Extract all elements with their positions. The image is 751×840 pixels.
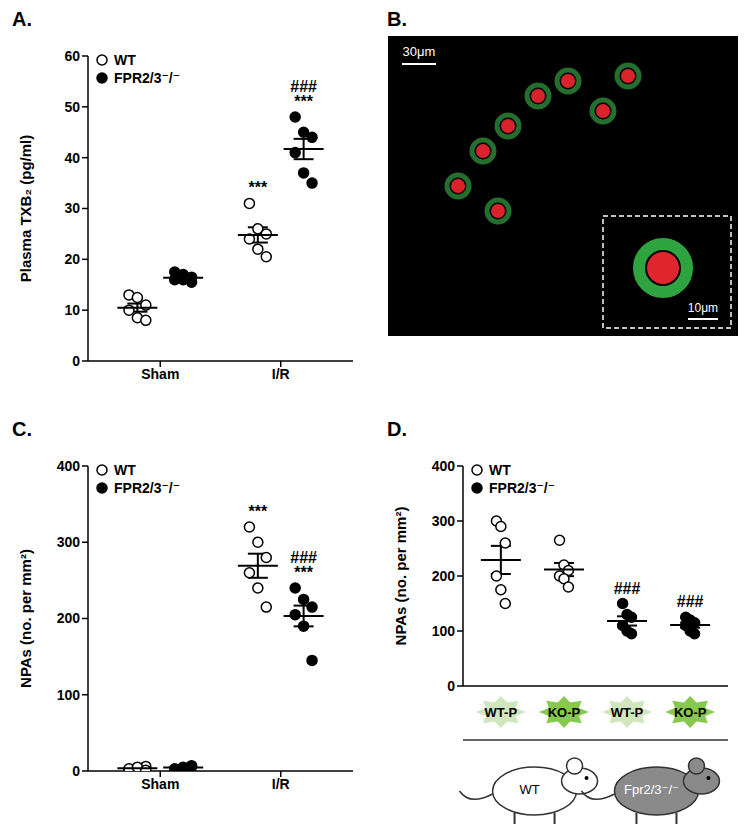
svg-text:WT-P: WT-P [611, 705, 644, 720]
svg-text:KO-P: KO-P [548, 705, 581, 720]
svg-text:WT: WT [489, 462, 511, 478]
svg-text:I/R: I/R [272, 366, 290, 382]
svg-text:0: 0 [447, 678, 455, 694]
svg-text:WT: WT [519, 782, 539, 797]
svg-text:Sham: Sham [141, 776, 179, 792]
svg-text:***: *** [248, 503, 267, 520]
svg-text:***: *** [294, 93, 313, 110]
svg-text:NPAs (no. per mm²): NPAs (no. per mm²) [17, 549, 34, 688]
svg-text:I/R: I/R [272, 776, 290, 792]
svg-text:10μm: 10μm [688, 301, 718, 315]
svg-text:FPR2/3⁻/⁻: FPR2/3⁻/⁻ [114, 480, 180, 496]
svg-text:WT-P: WT-P [485, 705, 518, 720]
svg-text:400: 400 [57, 458, 81, 474]
svg-text:NPAs (no. per mm²): NPAs (no. per mm²) [392, 507, 409, 646]
svg-text:Plasma TXB₂ (pg/ml): Plasma TXB₂ (pg/ml) [17, 135, 34, 283]
html-text:B.: B. [387, 8, 407, 30]
svg-text:WT: WT [114, 462, 136, 478]
svg-text:0: 0 [72, 353, 80, 369]
svg-text:40: 40 [64, 150, 80, 166]
svg-text:200: 200 [57, 610, 81, 626]
svg-text:Sham: Sham [141, 366, 179, 382]
svg-text:30: 30 [64, 200, 80, 216]
svg-text:###: ### [677, 593, 704, 610]
svg-text:###: ### [614, 580, 641, 597]
svg-text:***: *** [248, 179, 267, 196]
svg-text:FPR2/3⁻/⁻: FPR2/3⁻/⁻ [489, 480, 555, 496]
svg-text:50: 50 [64, 99, 80, 115]
svg-text:WT: WT [114, 52, 136, 68]
svg-text:20: 20 [64, 251, 80, 267]
svg-text:200: 200 [432, 568, 456, 584]
svg-text:60: 60 [64, 48, 80, 64]
html-text:A.: A. [12, 8, 32, 30]
svg-text:300: 300 [432, 513, 456, 529]
html-text:D.: D. [387, 418, 407, 440]
svg-text:0: 0 [72, 763, 80, 779]
html-text:C.: C. [12, 418, 32, 440]
svg-text:10: 10 [64, 302, 80, 318]
svg-text:***: *** [294, 564, 313, 581]
svg-text:100: 100 [57, 687, 81, 703]
svg-text:KO-P: KO-P [674, 705, 707, 720]
svg-text:100: 100 [432, 623, 456, 639]
svg-text:400: 400 [432, 458, 456, 474]
svg-text:300: 300 [57, 534, 81, 550]
svg-text:Fpr2/3⁻/⁻: Fpr2/3⁻/⁻ [624, 782, 679, 797]
svg-text:FPR2/3⁻/⁻: FPR2/3⁻/⁻ [114, 70, 180, 86]
svg-text:30μm: 30μm [403, 44, 436, 59]
